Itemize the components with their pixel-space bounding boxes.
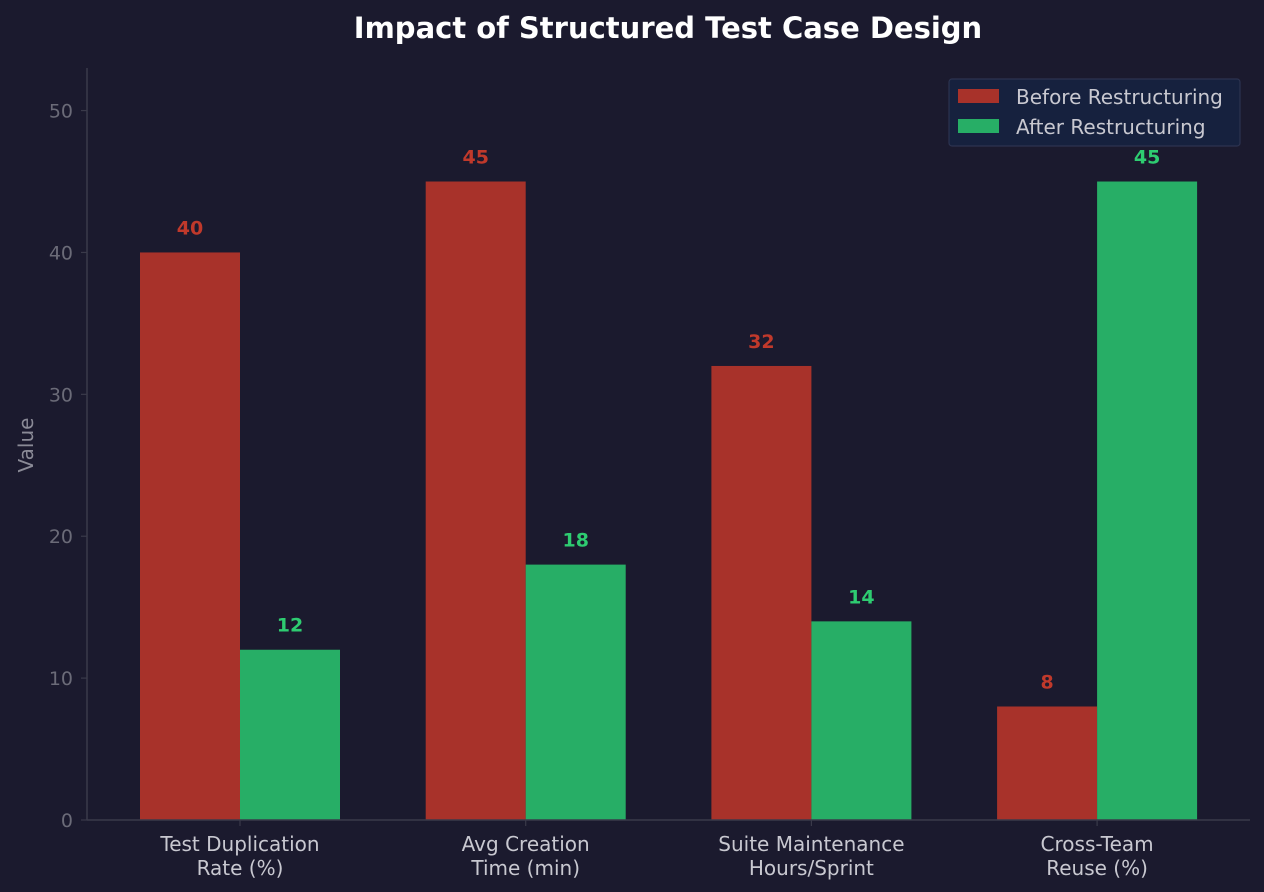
value-labels: 40 12 45 18 32 14 8 45	[177, 147, 1161, 694]
value-label-after-0: 12	[277, 615, 303, 637]
y-tick-label: 10	[49, 668, 73, 690]
value-label-before-0: 40	[177, 217, 203, 239]
x-tick-label: Avg Creation	[462, 832, 590, 856]
legend-label-after: After Restructuring	[1016, 115, 1206, 139]
bar-series	[140, 181, 1198, 821]
value-label-after-1: 18	[562, 530, 588, 552]
x-tick-label: Hours/Sprint	[749, 856, 874, 880]
legend-box	[948, 78, 1241, 147]
bar-after-1	[525, 564, 626, 820]
x-tick-label: Time (min)	[470, 856, 580, 880]
bar-before-1	[425, 181, 526, 821]
bar-before-0	[140, 252, 240, 821]
legend-swatch-after	[958, 119, 999, 133]
y-tick-label: 50	[49, 101, 73, 123]
y-tick-label: 20	[49, 526, 73, 548]
x-tick-label: Suite Maintenance	[718, 832, 904, 856]
legend-label-before: Before Restructuring	[1016, 85, 1223, 109]
y-axis-label: Value	[14, 418, 38, 473]
bar-after-0	[240, 649, 340, 820]
chart-title: Impact of Structured Test Case Design	[354, 11, 982, 45]
y-tick-label: 0	[61, 810, 73, 832]
y-tick-label: 40	[49, 242, 73, 264]
legend-swatch-before	[958, 89, 999, 103]
bar-before-2	[711, 365, 812, 820]
x-tick-label: Cross-Team	[1041, 832, 1154, 856]
y-axis-ticks: 0 10 20 30 40 50	[49, 101, 87, 832]
x-tick-label: Reuse (%)	[1046, 856, 1148, 880]
x-tick-label: Test Duplication	[159, 832, 319, 856]
legend: Before Restructuring After Restructuring	[948, 78, 1241, 147]
y-tick-label: 30	[49, 384, 73, 406]
value-label-after-2: 14	[848, 586, 874, 608]
value-label-before-3: 8	[1040, 671, 1053, 693]
value-label-before-2: 32	[748, 331, 774, 353]
bar-after-2	[811, 621, 912, 820]
value-label-before-1: 45	[462, 147, 488, 169]
bar-after-3	[1097, 181, 1198, 821]
x-tick-label: Rate (%)	[197, 856, 284, 880]
value-label-after-3: 45	[1134, 147, 1160, 169]
bar-before-3	[997, 706, 1098, 820]
